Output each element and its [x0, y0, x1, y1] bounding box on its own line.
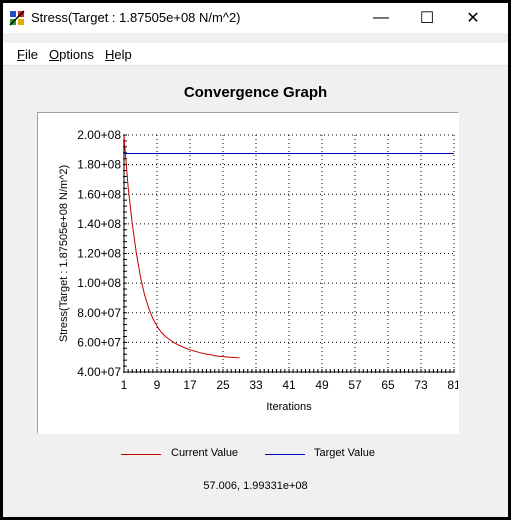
legend-target-swatch	[265, 454, 305, 455]
y-axis-title: Stress(Target : 1.87505e+08 N/m^2)	[58, 165, 70, 342]
legend-current-swatch	[121, 454, 161, 455]
y-tick-label: 1.00+08	[77, 276, 121, 290]
x-tick-label: 1	[121, 378, 128, 392]
y-tick-label: 1.20+08	[77, 247, 121, 261]
cursor-readout: 57.006, 1.99331e+08	[203, 480, 308, 492]
x-tick-label: 9	[154, 378, 161, 392]
menu-bar: File Options Help	[3, 43, 508, 66]
y-tick-label: 1.40+08	[77, 217, 121, 231]
menu-help-mnemonic: H	[105, 47, 115, 62]
y-tick-label: 1.80+08	[77, 158, 121, 172]
x-tick-label: 17	[183, 378, 197, 392]
x-tick-label: 49	[315, 378, 329, 392]
legend-target-label: Target Value	[314, 447, 375, 459]
title-bar[interactable]: Stress(Target : 1.87505e+08 N/m^2) — ☐ ✕	[3, 3, 508, 33]
close-button[interactable]: ✕	[450, 3, 496, 33]
menu-options-mnemonic: O	[49, 47, 60, 62]
menu-help[interactable]: Help	[105, 47, 132, 62]
menu-file-mnemonic: F	[17, 47, 25, 62]
y-tick-label: 6.00+07	[77, 335, 121, 349]
y-tick-label: 2.00+08	[77, 128, 121, 142]
series-current-value	[123, 136, 240, 359]
menu-options-label: ptions	[59, 47, 94, 62]
menu-file[interactable]: File	[17, 47, 38, 62]
plot-panel[interactable]: 4.00+07 6.00+07 8.00+07 1.00+08 1.20+08 1.40+…	[37, 112, 461, 434]
close-icon: ✕	[466, 10, 480, 27]
app-graph-icon	[9, 10, 25, 26]
x-axis-title: Iterations	[266, 401, 312, 413]
maximize-button[interactable]: ☐	[404, 3, 450, 33]
y-tick-label: 8.00+07	[77, 306, 121, 320]
menu-file-label: ile	[24, 47, 38, 62]
window-title: Stress(Target : 1.87505e+08 N/m^2)	[31, 10, 241, 25]
x-tick-label: 57	[348, 378, 362, 392]
minimize-icon: —	[373, 9, 389, 26]
x-tick-label: 65	[381, 378, 395, 392]
maximize-icon: ☐	[419, 10, 435, 27]
graph-title: Convergence Graph	[183, 84, 328, 101]
menu-options[interactable]: Options	[49, 47, 94, 62]
menu-help-label: elp	[114, 47, 132, 62]
convergence-chart[interactable]: 4.00+07 6.00+07 8.00+07 1.00+08 1.20+08 1.40+…	[38, 113, 461, 433]
x-tick-label: 41	[282, 378, 296, 392]
y-tick-label: 1.60+08	[77, 187, 121, 201]
y-tick-label: 4.00+07	[77, 365, 121, 379]
x-tick-label: 25	[216, 378, 230, 392]
minimize-button[interactable]: —	[358, 3, 404, 33]
x-tick-label: 73	[414, 378, 428, 392]
x-tick-label: 81	[447, 378, 458, 392]
legend-current-label: Current Value	[171, 447, 239, 459]
x-tick-label: 33	[249, 378, 263, 392]
